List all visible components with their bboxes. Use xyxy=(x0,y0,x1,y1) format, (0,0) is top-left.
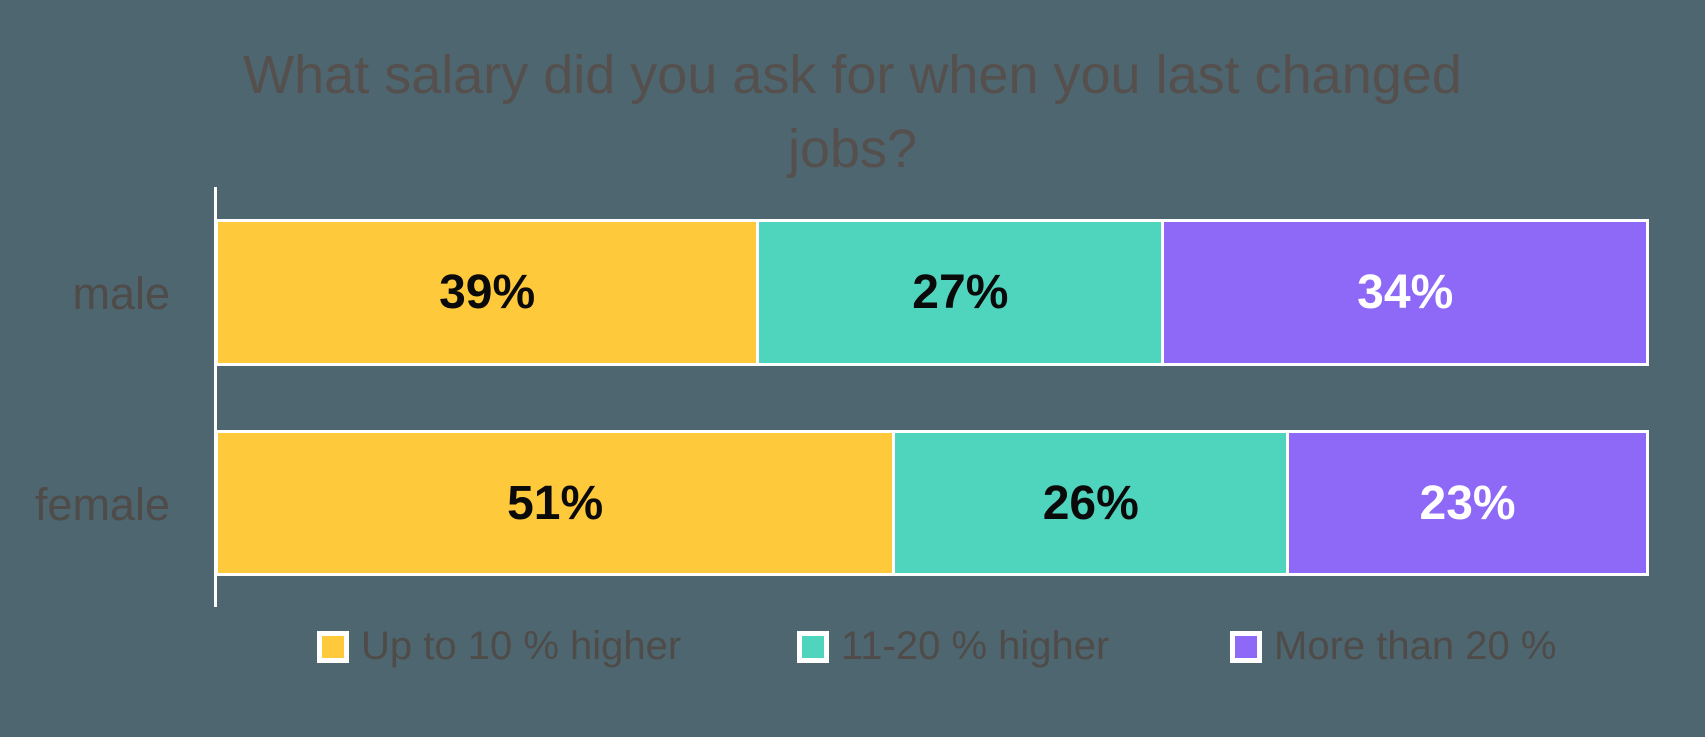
bar-male: 39% 27% 34% xyxy=(215,219,1649,366)
data-label: 27% xyxy=(912,266,1009,319)
category-label-female: female xyxy=(34,479,170,530)
legend-item-11-20: 11-20 % higher xyxy=(797,624,1109,669)
legend-item-more-than-20: More than 20 % xyxy=(1230,624,1556,669)
chart-title-text: What salary did you ask for when you las… xyxy=(243,45,1462,179)
legend-label: Up to 10 % higher xyxy=(361,624,682,668)
bar-segment-female-up-to-10: 51% xyxy=(218,433,893,573)
bar-segment-female-11-20: 26% xyxy=(895,433,1287,573)
bar-segment-male-11-20: 27% xyxy=(759,222,1162,363)
legend-swatch-yellow-icon xyxy=(317,630,349,663)
bar-segment-male-up-to-10: 39% xyxy=(218,222,757,363)
legend: Up to 10 % higher 11-20 % higher More th… xyxy=(0,624,1705,668)
data-label: 23% xyxy=(1419,476,1516,530)
bar-female: 51% 26% 23% xyxy=(215,430,1649,576)
data-label: 34% xyxy=(1357,266,1454,319)
legend-swatch-purple-icon xyxy=(1230,630,1262,663)
legend-item-up-to-10: Up to 10 % higher xyxy=(317,624,681,669)
data-label: 39% xyxy=(439,266,536,319)
chart-title: What salary did you ask for when you las… xyxy=(0,38,1705,186)
y-axis-line xyxy=(214,187,217,607)
bar-segment-female-more-than-20: 23% xyxy=(1289,433,1646,573)
bar-segment-male-more-than-20: 34% xyxy=(1164,222,1646,363)
legend-label: 11-20 % higher xyxy=(841,624,1110,668)
category-label-male: male xyxy=(72,268,170,319)
legend-swatch-teal-icon xyxy=(797,630,829,663)
data-label: 26% xyxy=(1042,476,1139,530)
legend-label: More than 20 % xyxy=(1274,624,1557,668)
data-label: 51% xyxy=(507,476,604,530)
